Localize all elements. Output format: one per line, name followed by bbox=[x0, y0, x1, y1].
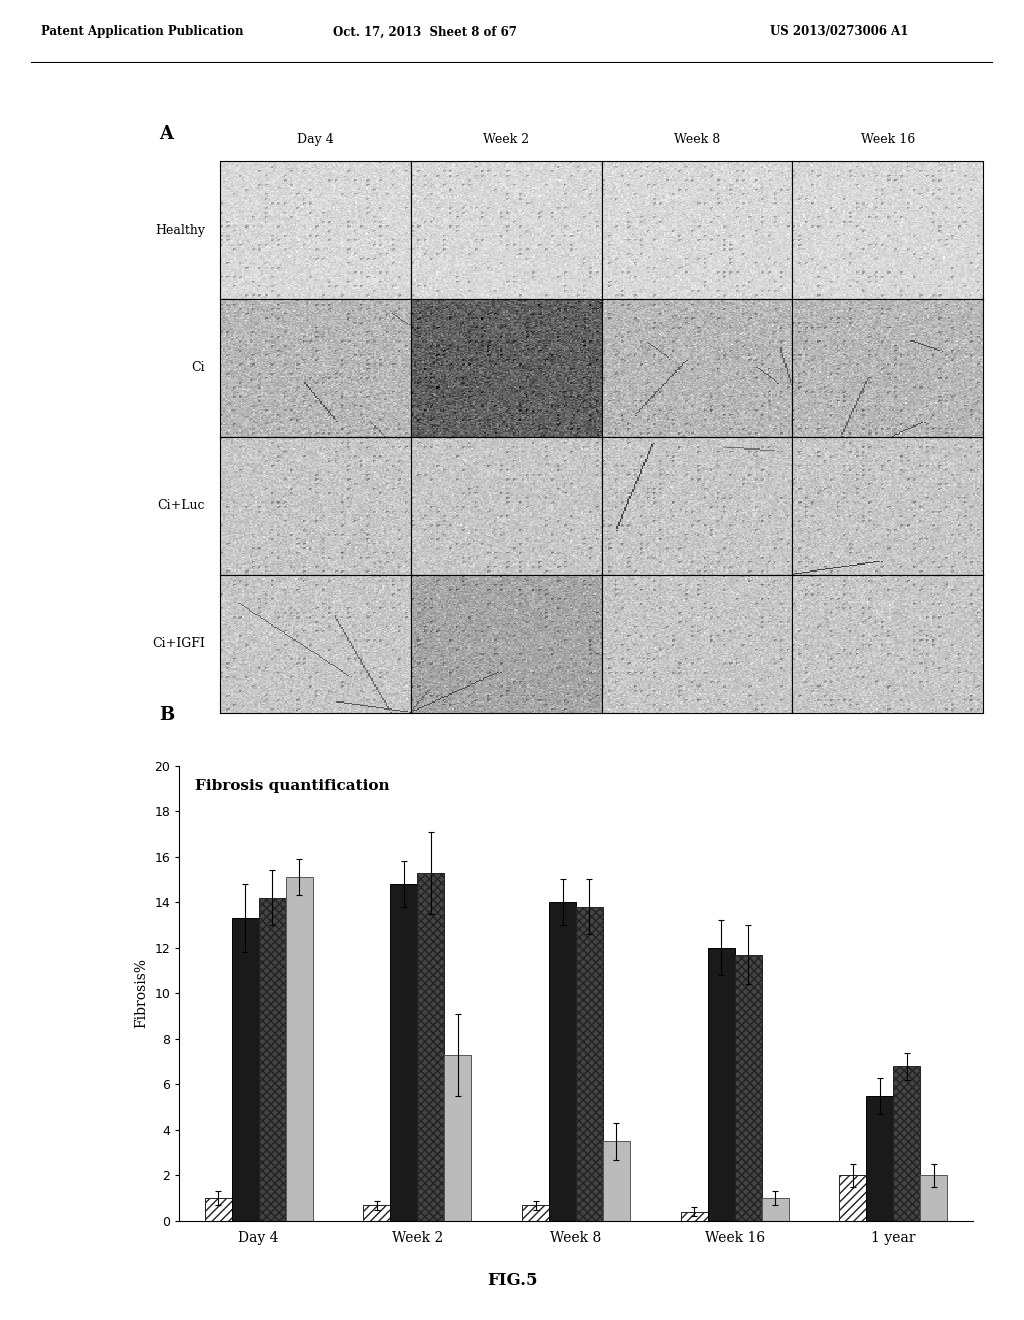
Bar bbox=[708, 948, 734, 1221]
Text: Patent Application Publication: Patent Application Publication bbox=[41, 25, 244, 38]
Text: Ci: Ci bbox=[191, 362, 205, 375]
Bar bbox=[231, 919, 258, 1221]
Text: Week 8: Week 8 bbox=[674, 133, 720, 147]
Text: Day 4: Day 4 bbox=[297, 133, 334, 147]
Text: Healthy: Healthy bbox=[155, 223, 205, 236]
Text: Week 2: Week 2 bbox=[483, 133, 529, 147]
Bar bbox=[893, 1067, 921, 1221]
Text: Fibrosis quantification: Fibrosis quantification bbox=[195, 779, 390, 793]
Text: Ci+IGFI: Ci+IGFI bbox=[152, 638, 205, 651]
Bar bbox=[390, 884, 418, 1221]
Text: Ci+Luc: Ci+Luc bbox=[158, 499, 205, 512]
Bar bbox=[286, 878, 312, 1221]
Bar bbox=[205, 1199, 231, 1221]
Bar bbox=[921, 1175, 947, 1221]
Y-axis label: Fibrosis%: Fibrosis% bbox=[135, 958, 148, 1028]
Bar bbox=[681, 1212, 708, 1221]
Text: FIG.5: FIG.5 bbox=[486, 1272, 538, 1288]
Bar bbox=[364, 1205, 390, 1221]
Bar bbox=[866, 1096, 893, 1221]
Text: A: A bbox=[159, 125, 173, 144]
Bar bbox=[418, 873, 444, 1221]
Text: US 2013/0273006 A1: US 2013/0273006 A1 bbox=[770, 25, 909, 38]
Bar bbox=[762, 1199, 788, 1221]
Bar bbox=[444, 1055, 471, 1221]
Text: B: B bbox=[159, 706, 174, 725]
Bar bbox=[549, 903, 575, 1221]
Bar bbox=[840, 1175, 866, 1221]
Bar bbox=[603, 1142, 630, 1221]
Text: Oct. 17, 2013  Sheet 8 of 67: Oct. 17, 2013 Sheet 8 of 67 bbox=[333, 25, 517, 38]
Bar bbox=[258, 898, 286, 1221]
Bar bbox=[522, 1205, 549, 1221]
Bar bbox=[575, 907, 603, 1221]
Bar bbox=[735, 954, 762, 1221]
Text: Week 16: Week 16 bbox=[860, 133, 914, 147]
